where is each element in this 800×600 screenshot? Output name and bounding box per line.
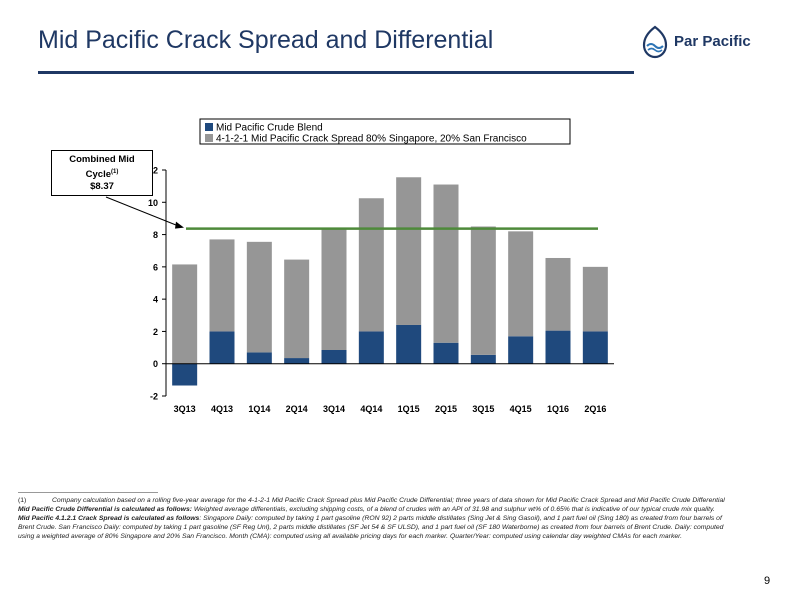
chart-bars [172, 177, 608, 386]
bar-1Q15-series-1 [396, 324, 422, 364]
bar-3Q14-series-2 [321, 228, 347, 350]
bar-1Q14-series-2 [246, 241, 272, 353]
x-tick-label: 4Q14 [360, 404, 382, 414]
callout-line1: Combined Mid [69, 154, 135, 165]
bar-4Q13-series-1 [209, 331, 235, 364]
x-tick-label: 1Q14 [248, 404, 270, 414]
bar-4Q14-series-2 [358, 198, 384, 332]
logo-text: Par Pacific [674, 33, 751, 50]
crack-spread-definition-label: Mid Pacific 4.1.2.1 Crack Spread is calc… [18, 515, 200, 522]
y-tick-label: 10 [148, 198, 158, 208]
bar-1Q16-series-2 [545, 257, 571, 331]
x-tick-label: 1Q16 [547, 404, 569, 414]
footnotes: (1) Company calculation based on a rolli… [18, 496, 738, 541]
bar-4Q15-series-2 [508, 231, 534, 337]
differential-definition-text: Weighted average differentials, excludin… [192, 506, 715, 513]
bar-1Q16-series-1 [545, 330, 571, 364]
bar-3Q15-series-2 [470, 226, 496, 355]
page-title: Mid Pacific Crack Spread and Differentia… [38, 26, 494, 54]
bar-3Q15-series-1 [470, 354, 496, 364]
y-tick-label: 2 [153, 327, 158, 337]
x-tick-label: 3Q14 [323, 404, 345, 414]
bar-2Q14-series-1 [284, 358, 310, 364]
y-tick-label: 8 [153, 230, 158, 240]
callout-arrow [105, 196, 181, 228]
bar-4Q15-series-1 [508, 336, 534, 364]
legend-box [199, 118, 571, 145]
x-tick-label: 2Q16 [584, 404, 606, 414]
y-tick-label: 6 [153, 262, 158, 272]
company-logo: Par Pacific [638, 24, 768, 64]
wave-icon [642, 25, 668, 59]
y-tick-label: 4 [153, 295, 158, 305]
footnote-divider [18, 492, 158, 493]
mid-cycle-callout: Combined Mid Cycle(1) $8.37 [51, 150, 153, 196]
bar-4Q13-series-2 [209, 239, 235, 332]
footnote-1-text: Company calculation based on a rolling f… [52, 497, 725, 504]
bar-3Q13-series-2 [172, 264, 198, 364]
bar-2Q15-series-1 [433, 342, 459, 364]
x-tick-label: 2Q14 [286, 404, 308, 414]
page-number: 9 [764, 575, 771, 587]
bar-1Q14-series-1 [246, 352, 272, 364]
y-tick-label: 0 [153, 359, 158, 369]
legend-swatch-1 [205, 123, 213, 131]
bar-3Q14-series-1 [321, 349, 347, 364]
bar-3Q13-series-1 [172, 363, 198, 386]
bar-2Q16-series-1 [582, 331, 608, 364]
title-underline [38, 71, 634, 74]
bar-1Q15-series-2 [396, 177, 422, 325]
legend-label-2: 4-1-2-1 Mid Pacific Crack Spread 80% Sin… [216, 134, 527, 145]
callout-line2: Cycle [85, 169, 111, 181]
x-tick-label: 1Q15 [398, 404, 420, 414]
callout-arrowhead [175, 221, 184, 229]
x-tick-label: 4Q13 [211, 404, 233, 414]
bar-2Q16-series-2 [582, 266, 608, 332]
legend-swatch-2 [205, 134, 213, 142]
x-tick-label: 2Q15 [435, 404, 457, 414]
footnote-number: (1) [18, 497, 27, 504]
x-tick-label: 3Q13 [174, 404, 196, 414]
callout-value: $8.37 [90, 181, 114, 193]
bar-2Q15-series-2 [433, 184, 459, 343]
differential-definition-label: Mid Pacific Crude Differential is calcul… [18, 506, 192, 513]
combined-mid-cycle-line [105, 196, 598, 230]
x-tick-label: 4Q15 [510, 404, 532, 414]
bar-4Q14-series-1 [358, 331, 384, 364]
chart-axes: -20246810$123Q134Q131Q142Q143Q144Q141Q15… [143, 166, 614, 414]
y-tick-label: -2 [150, 392, 158, 402]
x-tick-label: 3Q15 [472, 404, 494, 414]
crack-spread-definition-text: : Singapore Daily: computed by taking 1 … [18, 515, 724, 540]
legend-label-1: Mid Pacific Crude Blend [216, 123, 323, 134]
bar-2Q14-series-2 [284, 259, 310, 359]
callout-footnote-marker: (1) [111, 169, 119, 175]
